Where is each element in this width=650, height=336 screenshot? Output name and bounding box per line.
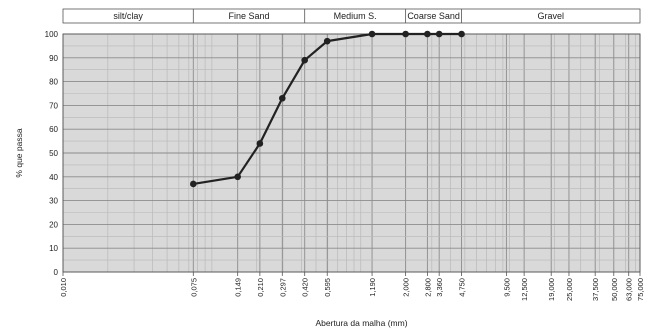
x-tick-label: 0,075 bbox=[189, 278, 198, 297]
y-tick-label: 30 bbox=[49, 197, 58, 206]
soil-class-label: silt/clay bbox=[113, 11, 143, 21]
x-tick-label: 12,500 bbox=[520, 278, 529, 301]
x-tick-label: 2,800 bbox=[423, 278, 432, 297]
data-point bbox=[189, 180, 197, 188]
y-tick-label: 80 bbox=[49, 78, 58, 87]
soil-class-label: Fine Sand bbox=[228, 11, 269, 21]
data-point bbox=[301, 56, 309, 64]
y-tick-label: 20 bbox=[49, 220, 58, 229]
x-tick-label: 0,595 bbox=[323, 278, 332, 297]
y-tick-label: 0 bbox=[54, 268, 59, 277]
x-tick-label: 0,420 bbox=[301, 278, 310, 297]
x-tick-label: 4,750 bbox=[458, 278, 467, 297]
data-point bbox=[256, 140, 264, 147]
soil-class-label: Gravel bbox=[538, 11, 565, 21]
y-tick-label: 70 bbox=[49, 101, 58, 110]
x-axis-label: Abertura da malha (mm) bbox=[315, 318, 407, 328]
y-tick-label: 60 bbox=[49, 125, 58, 134]
data-point bbox=[368, 30, 376, 38]
data-point bbox=[435, 30, 443, 38]
x-tick-label: 3,360 bbox=[435, 278, 444, 297]
y-tick-label: 100 bbox=[45, 30, 59, 39]
x-tick-label: 50,000 bbox=[610, 278, 619, 301]
data-point bbox=[278, 94, 286, 102]
y-tick-label: 90 bbox=[49, 54, 58, 63]
soil-class-bar bbox=[62, 8, 641, 24]
soil-class-label: Coarse Sand bbox=[407, 11, 460, 21]
x-tick-label: 1,190 bbox=[368, 278, 377, 297]
data-point bbox=[323, 37, 331, 45]
x-tick-label: 37,500 bbox=[591, 278, 600, 301]
x-tick-label: 0,210 bbox=[256, 278, 265, 297]
y-tick-label: 40 bbox=[49, 173, 58, 182]
x-tick-label: 0,149 bbox=[234, 278, 243, 297]
x-tick-label: 19,000 bbox=[547, 278, 556, 301]
data-point bbox=[402, 30, 409, 38]
soil-class-label: Medium S. bbox=[334, 11, 377, 21]
data-point bbox=[234, 173, 241, 181]
x-tick-label: 0,297 bbox=[278, 278, 287, 297]
x-tick-label: 75,000 bbox=[636, 278, 645, 301]
y-tick-label: 10 bbox=[49, 244, 58, 253]
x-tick-label: 2,000 bbox=[402, 278, 411, 297]
data-point bbox=[458, 30, 465, 38]
y-tick-label: 50 bbox=[49, 149, 58, 158]
x-tick-label: 0,010 bbox=[59, 278, 68, 297]
x-tick-label: 9,500 bbox=[502, 278, 511, 297]
plot-frame bbox=[62, 33, 641, 273]
x-tick-label: 63,000 bbox=[625, 278, 634, 301]
y-axis-label: % que passa bbox=[14, 128, 24, 177]
x-tick-label: 25,000 bbox=[565, 278, 574, 301]
data-point bbox=[424, 30, 431, 38]
